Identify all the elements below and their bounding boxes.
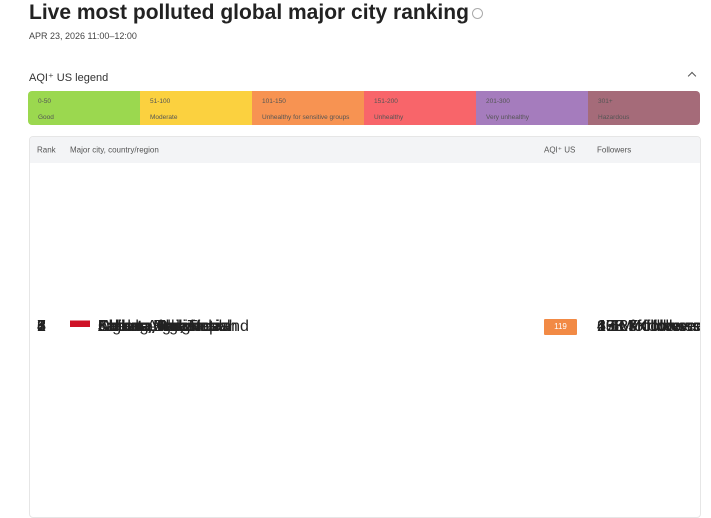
- legend-label: Unhealthy for sensitive groups: [262, 114, 350, 121]
- rank: 4: [37, 318, 46, 335]
- city: Algiers, Algeria: [98, 318, 205, 335]
- legend-item: 51-100 Moderate: [140, 91, 252, 125]
- date: APR 23, 2026 11:00–12:00: [29, 31, 137, 41]
- followers: 15.8M followers: [597, 318, 701, 335]
- legend-range: 0-50: [38, 98, 52, 105]
- legend-label: Good: [38, 114, 54, 121]
- followers: 478.7K followers: [597, 318, 700, 335]
- legend-range: 151-200: [374, 98, 398, 105]
- city: Dhaka, Bangladesh: [98, 318, 238, 335]
- legend-item: 151-200 Unhealthy: [364, 91, 476, 125]
- flag-icon: [70, 320, 90, 334]
- aqi-badge: 119: [544, 319, 577, 335]
- followers: 433.3K followers: [597, 318, 700, 335]
- followers: 1.6M followers: [597, 318, 701, 335]
- legend-item: 301+ Hazardous: [588, 91, 700, 125]
- legend-range: 201-300: [486, 98, 510, 105]
- city: Chiang Mai, Thailand: [98, 318, 249, 335]
- ranking-table: Rank Major city, country/region AQI⁺ US …: [29, 136, 701, 518]
- page-title: Live most polluted global major city ran…: [29, 1, 483, 25]
- collapse-toggle[interactable]: [687, 71, 697, 81]
- info-icon[interactable]: [471, 7, 483, 19]
- rank: 8: [37, 318, 46, 335]
- city: Kolkata, India: [98, 318, 195, 335]
- column-header: AQI⁺ US: [544, 145, 576, 155]
- rank: 5: [37, 318, 46, 335]
- column-header: Rank: [37, 145, 56, 155]
- legend-range: 301+: [598, 98, 613, 105]
- legend-title: AQI⁺ US legend: [29, 72, 109, 84]
- legend-label: Unhealthy: [374, 114, 404, 121]
- legend-item: 201-300 Very unhealthy: [476, 91, 588, 125]
- followers: 1.1M followers: [597, 318, 701, 335]
- rank: 7: [37, 318, 46, 335]
- rank: 6: [37, 318, 46, 335]
- legend-bar: 0-50 Good 51-100 Moderate 101-150 Unhealthy f…: [28, 91, 700, 125]
- legend-item: 0-50 Good: [28, 91, 140, 125]
- column-header: Followers: [597, 145, 632, 155]
- followers: 60.2K followers: [597, 318, 701, 335]
- rank: 1: [37, 318, 46, 335]
- column-header: Major city, country/region: [70, 145, 159, 155]
- rank: 3: [37, 318, 46, 335]
- legend-label: Very unhealthy: [486, 114, 530, 121]
- city: Kabul, Afghanistan: [98, 318, 232, 335]
- city: Jakarta, Indonesia: [98, 318, 229, 335]
- legend-range: 101-150: [262, 98, 286, 105]
- table-header: Rank Major city, country/region AQI⁺ US …: [30, 137, 700, 163]
- followers: 49K followers: [597, 318, 694, 335]
- rank: 2: [37, 318, 46, 335]
- legend-item: 101-150 Unhealthy for sensitive groups: [252, 91, 364, 125]
- city: Kathmandu, Nepal: [98, 318, 231, 335]
- legend-range: 51-100: [150, 98, 171, 105]
- title-text: Live most polluted global major city ran…: [29, 1, 469, 24]
- legend-label: Hazardous: [598, 114, 630, 121]
- page: Live most polluted global major city ran…: [28, 1, 701, 518]
- legend-label: Moderate: [150, 114, 178, 121]
- followers: 2.1M followers: [597, 318, 701, 335]
- city: Lahore, Pakistan: [98, 318, 219, 335]
